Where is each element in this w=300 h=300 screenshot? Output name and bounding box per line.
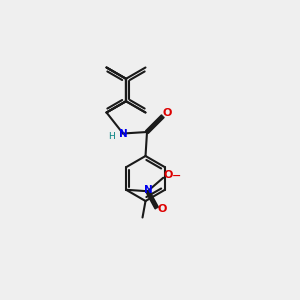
Text: O: O <box>164 170 173 180</box>
Text: O: O <box>157 204 167 214</box>
Text: N: N <box>144 185 153 195</box>
Text: H: H <box>108 132 115 141</box>
Text: O: O <box>162 108 172 118</box>
Text: −: − <box>171 171 181 181</box>
Text: N: N <box>119 129 128 139</box>
